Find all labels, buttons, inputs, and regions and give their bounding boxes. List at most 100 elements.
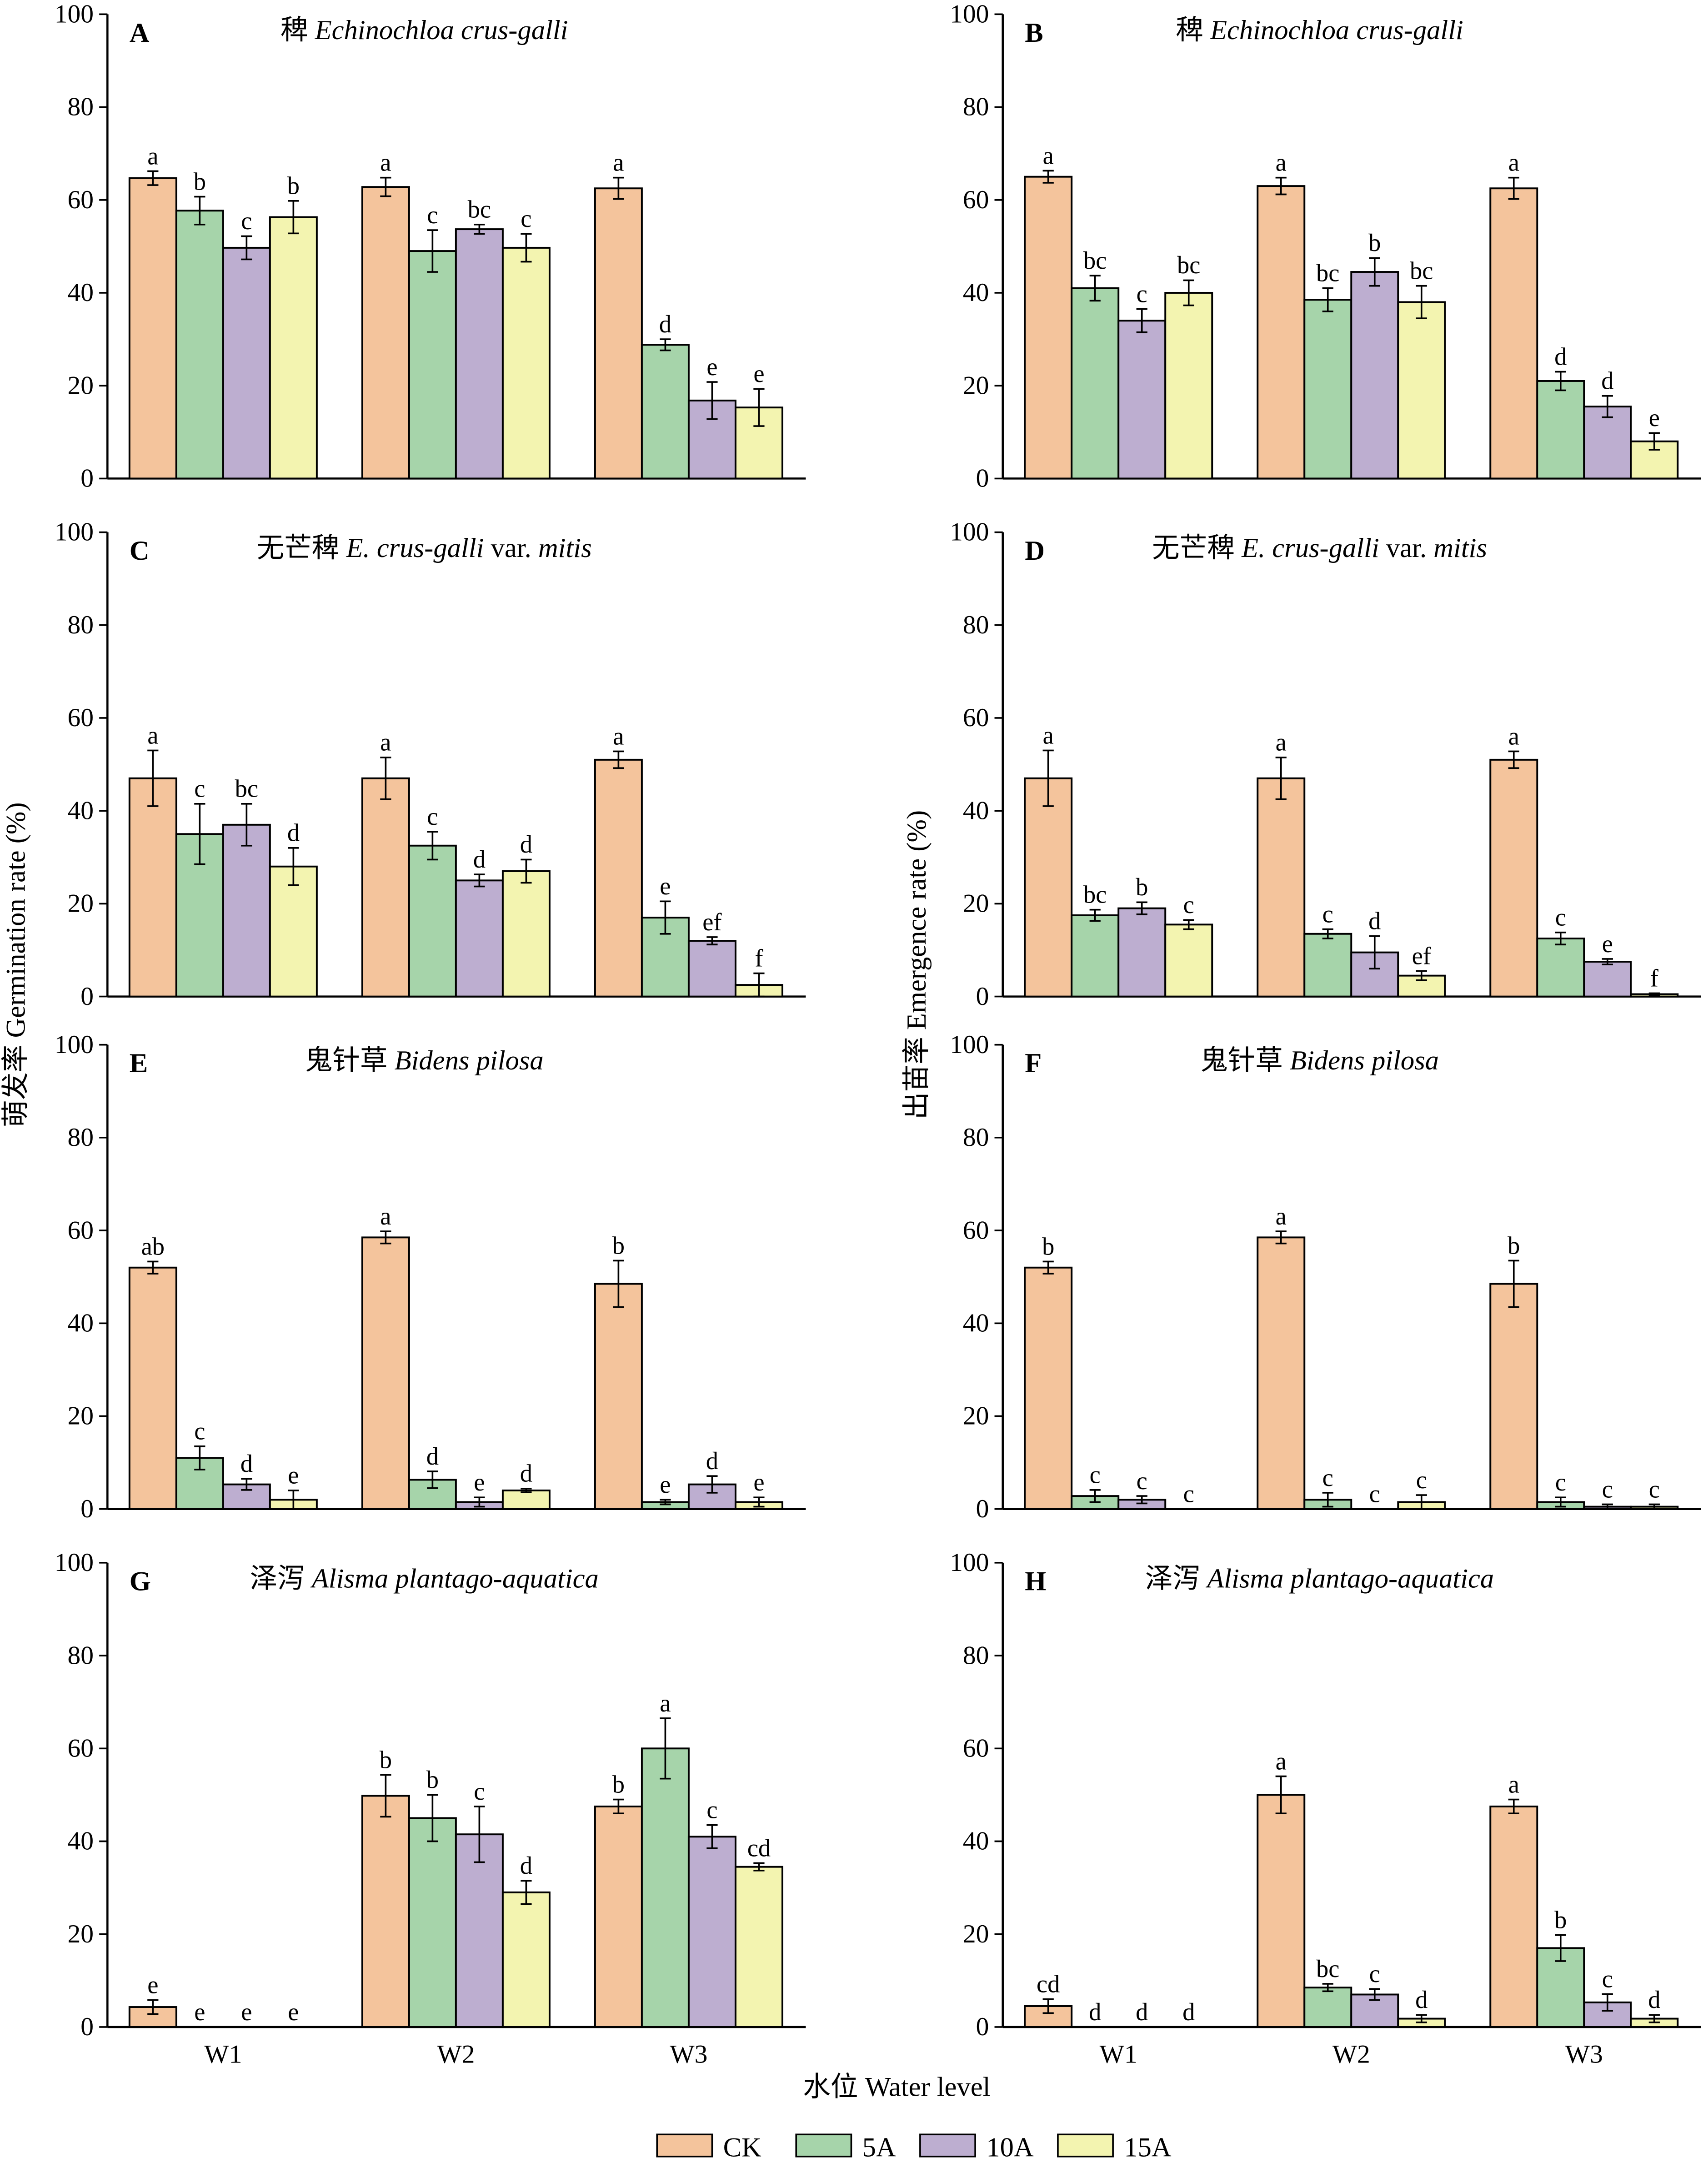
significance-letter: d bbox=[1182, 1998, 1195, 2026]
significance-letter: ef bbox=[702, 908, 722, 936]
title-part: 稗 bbox=[1176, 15, 1210, 45]
y-tick-label: 40 bbox=[67, 278, 94, 307]
significance-letter: b bbox=[380, 1746, 392, 1773]
y-tick-label: 60 bbox=[67, 1734, 94, 1762]
significance-letter: c bbox=[1183, 891, 1194, 918]
y-tick-label: 80 bbox=[963, 93, 989, 121]
y-tick-label: 20 bbox=[67, 889, 94, 918]
bar-15A-W2 bbox=[501, 246, 551, 480]
panel-title: 稗 Echinochloa crus-galli bbox=[280, 15, 568, 45]
legend-swatch-5A bbox=[795, 2133, 852, 2158]
bar-15A-W1 bbox=[1164, 923, 1213, 998]
significance-letter: d bbox=[1415, 1986, 1428, 2013]
bar-CK-W3 bbox=[1489, 1805, 1538, 2028]
legend-swatch-15A bbox=[1057, 2133, 1114, 2158]
significance-letter: e bbox=[753, 1468, 764, 1496]
y-tick-label: 60 bbox=[963, 186, 989, 214]
panel-title: 鬼针草 Bidens pilosa bbox=[305, 1045, 544, 1076]
significance-letter: c bbox=[1369, 1480, 1380, 1508]
bar-5A-W3 bbox=[641, 344, 690, 480]
title-part: 稗 bbox=[280, 15, 315, 45]
y-tick-label: 100 bbox=[55, 1548, 94, 1577]
title-part: 无芒稗 bbox=[257, 533, 346, 563]
significance-letter: c bbox=[427, 803, 438, 830]
y-tick-label: 20 bbox=[963, 1402, 989, 1430]
y-tick-label: 100 bbox=[950, 518, 989, 547]
bar-CK-W3 bbox=[1489, 1283, 1538, 1510]
bar-CK-W3 bbox=[1489, 187, 1538, 480]
title-part: Echinochloa crus-galli bbox=[1210, 15, 1463, 45]
y-tick-label: 20 bbox=[963, 371, 989, 400]
title-part: Bidens pilosa bbox=[1290, 1045, 1439, 1076]
panel-label: D bbox=[1025, 536, 1045, 566]
significance-letter: d bbox=[1601, 366, 1613, 394]
significance-letter: a bbox=[1276, 728, 1287, 756]
y-tick-label: 40 bbox=[67, 796, 94, 825]
bar-5A-W2 bbox=[408, 250, 457, 480]
significance-letter: b bbox=[1368, 229, 1381, 256]
y-tick-label: 100 bbox=[950, 0, 989, 29]
y-tick-label: 100 bbox=[950, 1030, 989, 1059]
significance-letter: a bbox=[613, 149, 624, 176]
significance-letter: a bbox=[613, 722, 624, 750]
legend-swatch-CK bbox=[656, 2133, 713, 2158]
bar-15A-W1 bbox=[1164, 291, 1213, 480]
significance-letter: c bbox=[1090, 1461, 1101, 1489]
title-part: E. crus-galli bbox=[346, 533, 484, 563]
significance-letter: e bbox=[660, 872, 671, 900]
significance-letter: c bbox=[1183, 1480, 1194, 1508]
bar-CK-W1 bbox=[128, 1266, 177, 1510]
significance-letter: e bbox=[194, 1998, 205, 2026]
significance-letter: d bbox=[240, 1450, 253, 1477]
bar-5A-W3 bbox=[1536, 380, 1585, 480]
bar-5A-W2 bbox=[1303, 299, 1352, 480]
significance-letter: c bbox=[1649, 1475, 1660, 1503]
y-tick-label: 40 bbox=[963, 1827, 989, 1856]
y-tick-label: 0 bbox=[80, 2012, 94, 2041]
significance-letter: c bbox=[1322, 1464, 1333, 1491]
y-tick-label: 40 bbox=[963, 278, 989, 307]
significance-letter: b bbox=[612, 1770, 625, 1798]
significance-letter: a bbox=[1276, 1202, 1287, 1230]
bar-CK-W3 bbox=[594, 758, 643, 998]
significance-letter: a bbox=[1508, 1770, 1519, 1798]
y-tick-label: 60 bbox=[67, 186, 94, 214]
significance-letter: e bbox=[241, 1998, 252, 2026]
bar-5A-W3 bbox=[641, 1747, 690, 2028]
significance-letter: b bbox=[1042, 1232, 1054, 1260]
x-tick-label: W2 bbox=[1332, 2040, 1370, 2069]
bar-10A-W2 bbox=[1350, 271, 1399, 480]
significance-letter: c bbox=[194, 775, 205, 803]
significance-letter: c bbox=[427, 201, 438, 229]
significance-letter: ab bbox=[141, 1232, 165, 1260]
title-part: 泽泻 bbox=[250, 1563, 312, 1594]
significance-letter: d bbox=[426, 1442, 439, 1470]
title-part: mitis bbox=[538, 533, 592, 563]
significance-letter: c bbox=[474, 1777, 485, 1805]
significance-letter: e bbox=[706, 353, 717, 381]
bar-5A-W1 bbox=[1071, 914, 1120, 998]
title-part: 泽泻 bbox=[1145, 1563, 1207, 1594]
significance-letter: b bbox=[426, 1766, 439, 1793]
panel-title: 泽泻 Alisma plantago-aquatica bbox=[1145, 1563, 1494, 1594]
significance-letter: bc bbox=[1316, 1955, 1339, 1982]
significance-letter: c bbox=[1369, 1960, 1380, 1987]
legend: CK 5A 10A 15A bbox=[656, 2133, 1172, 2163]
significance-letter: d bbox=[1368, 907, 1381, 935]
bar-CK-W1 bbox=[128, 177, 177, 480]
y-tick-label: 60 bbox=[963, 1216, 989, 1245]
panel-C: 0 20 40 60 80 100 C 无芒稗 E. crus-galli var. miti… bbox=[55, 518, 806, 1011]
bar-CK-W2 bbox=[1257, 185, 1306, 480]
y-tick-label: 80 bbox=[67, 611, 94, 639]
significance-letter: c bbox=[1602, 1475, 1613, 1503]
y-tick-label: 100 bbox=[55, 518, 94, 547]
bar-10A-W1 bbox=[1117, 320, 1167, 480]
title-part: var. bbox=[1379, 533, 1433, 563]
significance-letter: cd bbox=[1037, 1970, 1060, 1998]
significance-letter: e bbox=[753, 360, 764, 387]
significance-letter: a bbox=[1043, 141, 1054, 169]
significance-letter: e bbox=[288, 1998, 299, 2026]
significance-letter: bc bbox=[1316, 259, 1339, 287]
significance-letter: e bbox=[474, 1468, 485, 1496]
